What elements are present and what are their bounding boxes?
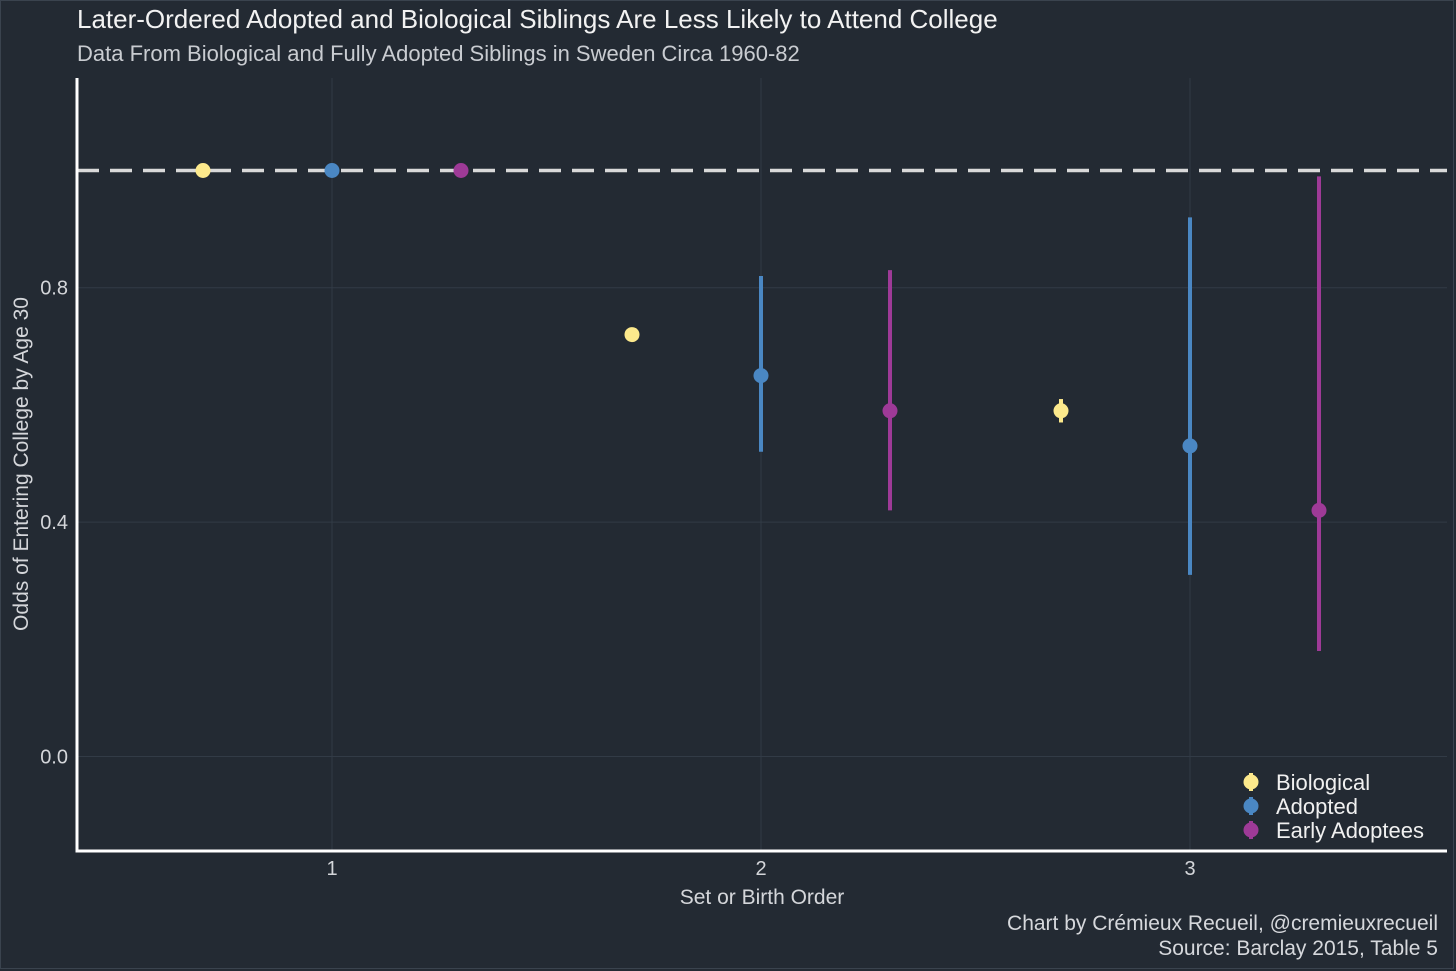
legend-label: Adopted — [1276, 794, 1358, 819]
x-tick-label: 2 — [755, 858, 766, 880]
legend-key-point — [1243, 774, 1259, 790]
legend-label: Biological — [1276, 770, 1370, 795]
data-marks — [195, 163, 1327, 652]
chart-subtitle: Data From Biological and Fully Adopted S… — [77, 41, 800, 66]
tick-labels: 0.0 0.4 0.8 1 2 3 Set or Birth Order Odds of En… — [10, 278, 1196, 909]
caption-author: Chart by Crémieux Recueil, @cremieuxrecu… — [1007, 912, 1438, 935]
legend-label: Early Adoptees — [1276, 818, 1424, 843]
x-tick-label: 3 — [1184, 858, 1195, 880]
grid-lines — [77, 78, 1447, 851]
data-point — [1311, 502, 1327, 518]
y-tick-label: 0.4 — [40, 512, 68, 534]
data-point — [882, 403, 898, 419]
y-tick-label: 0.0 — [40, 747, 68, 769]
x-tick-label: 1 — [326, 858, 337, 880]
y-tick-label: 0.8 — [40, 278, 68, 300]
data-point — [195, 163, 211, 178]
legend-key-point — [1243, 798, 1259, 814]
x-axis-title: Set or Birth Order — [680, 886, 845, 909]
data-point — [324, 163, 340, 178]
data-point — [453, 163, 469, 178]
y-axis-title: Odds of Entering College by Age 30 — [10, 297, 33, 631]
axes — [75, 78, 1447, 853]
caption-source: Source: Barclay 2015, Table 5 — [1158, 937, 1438, 960]
legend-key-point — [1243, 822, 1259, 838]
data-point — [1053, 403, 1069, 419]
chart-title: Later-Ordered Adopted and Biological Sib… — [77, 4, 998, 34]
data-point — [624, 327, 640, 343]
data-point — [1182, 438, 1198, 454]
data-point — [753, 368, 769, 384]
chart-caption: Chart by Crémieux Recueil, @cremieuxrecu… — [1007, 911, 1438, 961]
